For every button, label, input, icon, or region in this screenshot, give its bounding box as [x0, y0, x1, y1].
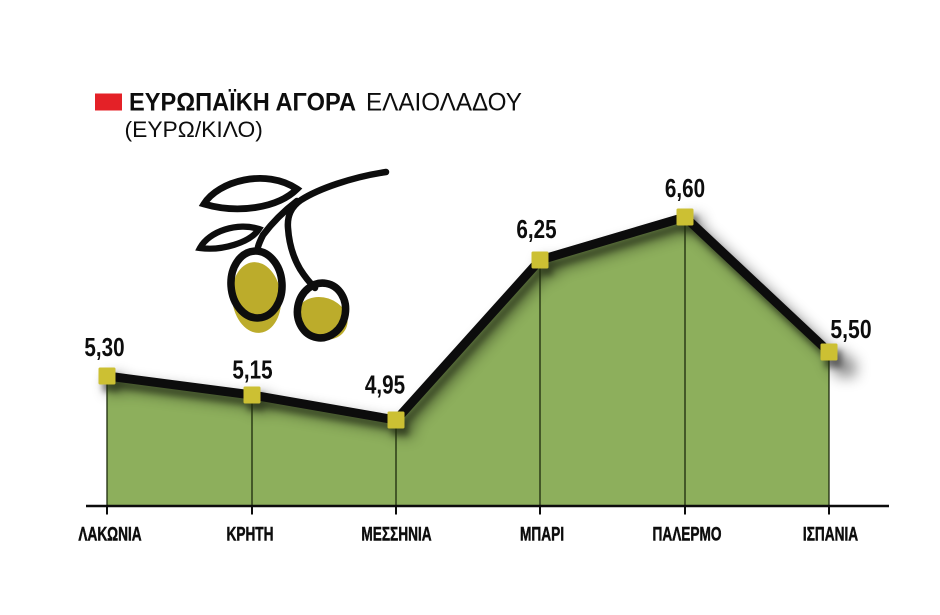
svg-text:4,95: 4,95 — [365, 370, 405, 399]
svg-text:ΜΕΣΣΗΝΙΑ: ΜΕΣΣΗΝΙΑ — [361, 523, 431, 545]
svg-text:5,50: 5,50 — [830, 315, 871, 343]
svg-text:6,60: 6,60 — [665, 174, 705, 203]
svg-text:ΙΣΠΑΝΙΑ: ΙΣΠΑΝΙΑ — [803, 523, 858, 545]
svg-text:(ΕΥΡΩ/ΚΙΛΟ): (ΕΥΡΩ/ΚΙΛΟ) — [125, 116, 263, 142]
svg-text:ΕΛΑΙΟΛΑΔΟΥ: ΕΛΑΙΟΛΑΔΟΥ — [366, 89, 522, 116]
svg-text:ΜΠΑΡΙ: ΜΠΑΡΙ — [520, 523, 564, 545]
svg-text:ΛΑΚΩΝΙΑ: ΛΑΚΩΝΙΑ — [78, 523, 141, 545]
svg-text:6,25: 6,25 — [516, 215, 556, 244]
svg-text:ΚΡΗΤΗ: ΚΡΗΤΗ — [226, 523, 273, 545]
svg-text:5,15: 5,15 — [232, 355, 272, 384]
svg-text:5,30: 5,30 — [84, 333, 124, 362]
svg-text:ΠΑΛΕΡΜΟ: ΠΑΛΕΡΜΟ — [652, 523, 721, 545]
svg-text:ΕΥΡΩΠΑΪΚΗ ΑΓΟΡΑ: ΕΥΡΩΠΑΪΚΗ ΑΓΟΡΑ — [129, 89, 356, 117]
